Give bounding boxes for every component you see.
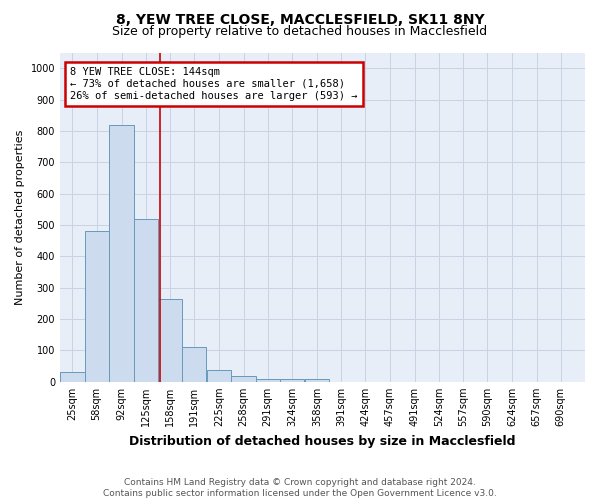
Y-axis label: Number of detached properties: Number of detached properties xyxy=(15,130,25,305)
Text: 8 YEW TREE CLOSE: 144sqm
← 73% of detached houses are smaller (1,658)
26% of sem: 8 YEW TREE CLOSE: 144sqm ← 73% of detach… xyxy=(70,68,358,100)
Bar xyxy=(85,232,109,382)
Bar xyxy=(182,348,206,382)
Text: Size of property relative to detached houses in Macclesfield: Size of property relative to detached ho… xyxy=(112,25,488,38)
X-axis label: Distribution of detached houses by size in Macclesfield: Distribution of detached houses by size … xyxy=(129,434,516,448)
Bar xyxy=(207,370,232,382)
Bar xyxy=(158,298,182,382)
Bar xyxy=(280,380,304,382)
Text: 8, YEW TREE CLOSE, MACCLESFIELD, SK11 8NY: 8, YEW TREE CLOSE, MACCLESFIELD, SK11 8N… xyxy=(116,12,484,26)
Bar xyxy=(60,372,85,382)
Bar xyxy=(305,380,329,382)
Bar xyxy=(232,376,256,382)
Bar xyxy=(256,378,280,382)
Bar xyxy=(109,124,134,382)
Bar xyxy=(134,218,158,382)
Text: Contains HM Land Registry data © Crown copyright and database right 2024.
Contai: Contains HM Land Registry data © Crown c… xyxy=(103,478,497,498)
